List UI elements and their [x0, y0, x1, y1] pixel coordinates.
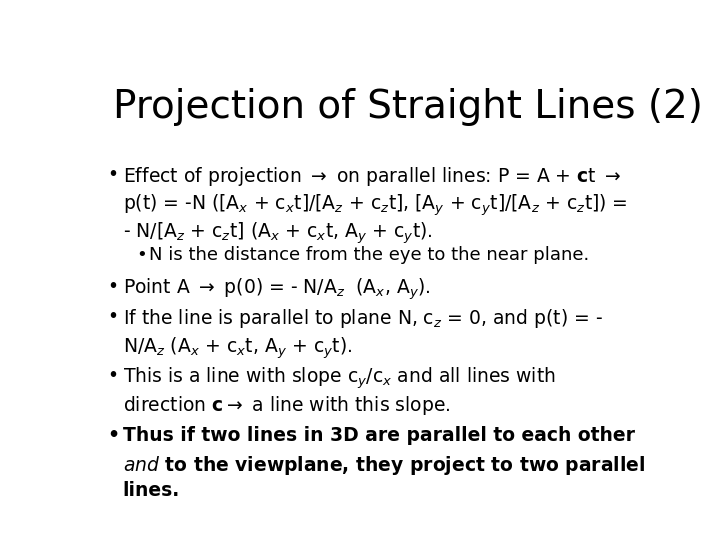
Text: This is a line with slope c$_y$/c$_x$ and all lines with: This is a line with slope c$_y$/c$_x$ an… — [122, 366, 555, 391]
Text: N is the distance from the eye to the near plane.: N is the distance from the eye to the ne… — [149, 246, 589, 264]
Text: •: • — [107, 307, 118, 326]
Text: •: • — [137, 246, 148, 264]
Text: •: • — [107, 366, 118, 385]
Text: Thus if two lines in 3D are parallel to each other: Thus if two lines in 3D are parallel to … — [122, 426, 634, 445]
Text: N/A$_z$ (A$_x$ + c$_x$t, A$_y$ + c$_y$t).: N/A$_z$ (A$_x$ + c$_x$t, A$_y$ + c$_y$t)… — [122, 335, 352, 361]
Text: p(t) = -N ([A$_x$ + c$_x$t]/[A$_z$ + c$_z$t], [A$_y$ + c$_y$t]/[A$_z$ + c$_z$t]): p(t) = -N ([A$_x$ + c$_x$t]/[A$_z$ + c$_… — [122, 193, 627, 218]
Text: lines.: lines. — [122, 481, 180, 501]
Text: •: • — [107, 426, 120, 445]
Text: Effect of projection $\rightarrow$ on parallel lines: P = A + $\mathbf{c}$t $\ri: Effect of projection $\rightarrow$ on pa… — [122, 165, 621, 188]
Text: •: • — [107, 165, 118, 184]
Text: direction $\mathbf{c}$$\rightarrow$ a line with this slope.: direction $\mathbf{c}$$\rightarrow$ a li… — [122, 394, 450, 416]
Text: If the line is parallel to plane N, c$_z$ = 0, and p(t) = -: If the line is parallel to plane N, c$_z… — [122, 307, 603, 330]
Text: Point A $\rightarrow$ p(0) = - N/A$_z$  (A$_x$, A$_y$).: Point A $\rightarrow$ p(0) = - N/A$_z$ (… — [122, 276, 430, 302]
Text: - N/[A$_z$ + c$_z$t] (A$_x$ + c$_x$t, A$_y$ + c$_y$t).: - N/[A$_z$ + c$_z$t] (A$_x$ + c$_x$t, A$… — [122, 220, 432, 246]
Text: Projection of Straight Lines (2): Projection of Straight Lines (2) — [113, 88, 703, 126]
Text: $\mathit{and}$ to the viewplane, they project to two parallel: $\mathit{and}$ to the viewplane, they pr… — [122, 454, 644, 477]
Text: •: • — [107, 276, 118, 295]
